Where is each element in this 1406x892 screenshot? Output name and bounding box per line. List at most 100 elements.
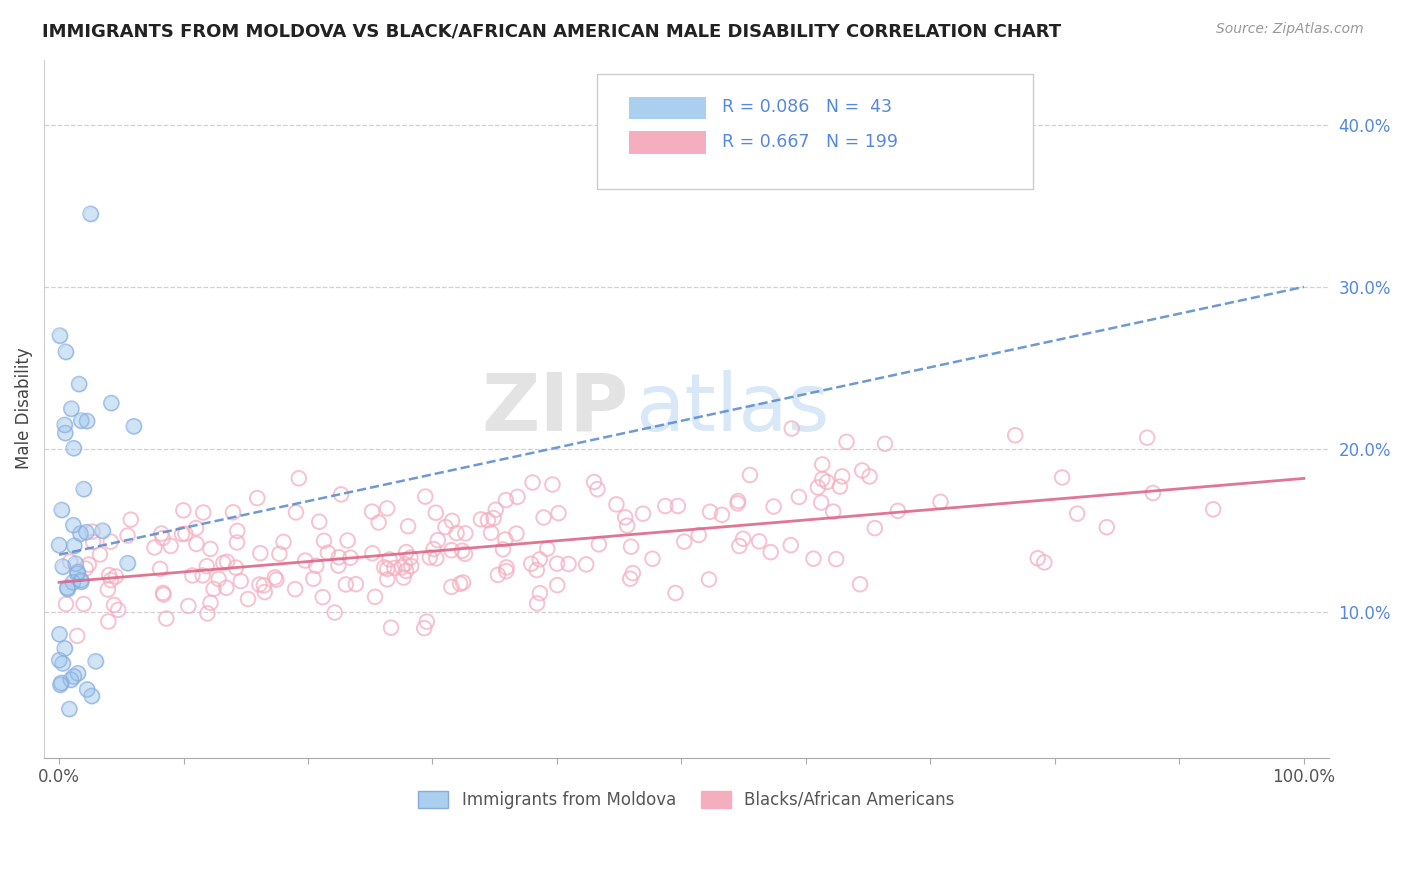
Point [53, 641, 76, 656]
Point [49, 328, 72, 343]
Point [149, 562, 172, 576]
Point [77, 558, 100, 572]
Point [375, 573, 398, 587]
Bar [628, 96, 706, 119]
Point [229, 574, 252, 588]
Point [620, 540, 643, 554]
Point [184, 521, 207, 535]
Point [485, 503, 508, 517]
Point [66, 566, 89, 581]
Point [305, 558, 328, 573]
Point [733, 532, 755, 546]
Point [56, 582, 79, 596]
Point [152, 586, 174, 600]
Point [73, 482, 96, 496]
Point [89, 548, 111, 562]
Point [416, 615, 439, 629]
Point [308, 515, 330, 529]
Point [62, 441, 84, 455]
Y-axis label: Male Disability: Male Disability [15, 348, 32, 469]
Point [605, 497, 627, 511]
Point [62, 441, 84, 455]
Point [440, 580, 463, 594]
Point [748, 534, 770, 549]
Point [391, 560, 413, 574]
Point [699, 505, 721, 519]
Point [328, 558, 350, 573]
Point [413, 490, 436, 504]
Point [586, 482, 609, 496]
Point [48, 653, 70, 667]
Point [249, 577, 271, 591]
Point [495, 560, 517, 574]
Point [152, 531, 174, 545]
Point [56, 582, 79, 596]
Point [1136, 431, 1159, 445]
Point [482, 511, 505, 525]
Point [619, 572, 641, 586]
Point [49, 328, 72, 343]
Point [1142, 486, 1164, 500]
Point [215, 555, 238, 569]
Point [117, 556, 139, 570]
Point [815, 475, 838, 489]
Text: R = 0.086   N =  43: R = 0.086 N = 43 [723, 98, 893, 116]
Point [803, 551, 825, 566]
Point [69, 526, 91, 541]
Point [100, 534, 122, 549]
Point [60, 401, 83, 416]
Point [200, 596, 222, 610]
Point [835, 434, 858, 449]
Point [373, 560, 395, 574]
Point [212, 556, 235, 570]
Point [335, 577, 357, 591]
Point [84, 654, 107, 668]
Point [697, 573, 720, 587]
Point [825, 552, 848, 566]
Point [506, 490, 529, 504]
Point [225, 560, 247, 574]
Point [103, 598, 125, 612]
Point [69, 526, 91, 541]
Point [63, 539, 86, 553]
Point [851, 463, 873, 477]
Point [53, 641, 76, 656]
Point [614, 510, 637, 524]
Point [811, 458, 834, 472]
Point [122, 419, 145, 434]
Point [529, 552, 551, 566]
Point [208, 572, 231, 586]
Point [492, 542, 515, 557]
Point [195, 559, 218, 574]
Point [336, 533, 359, 548]
Point [253, 578, 276, 592]
Point [52, 559, 75, 574]
Point [76, 682, 98, 697]
Point [526, 563, 548, 577]
Point [55, 597, 77, 611]
Point [495, 564, 517, 578]
Point [98, 568, 121, 582]
Point [62, 575, 84, 590]
Point [557, 557, 579, 571]
Point [419, 550, 441, 565]
Point [70, 573, 93, 587]
Point [100, 573, 122, 587]
Point [59, 673, 82, 687]
Point [60, 401, 83, 416]
Point [273, 535, 295, 549]
Point [82, 524, 104, 539]
Point [226, 524, 249, 538]
Point [107, 603, 129, 617]
Point [575, 558, 598, 572]
Point [66, 565, 89, 579]
Point [288, 471, 311, 485]
Point [673, 534, 696, 549]
Point [426, 533, 449, 548]
Point [631, 507, 654, 521]
Point [249, 546, 271, 560]
Point [440, 543, 463, 558]
Point [1202, 502, 1225, 516]
Point [120, 513, 142, 527]
Point [222, 505, 245, 519]
